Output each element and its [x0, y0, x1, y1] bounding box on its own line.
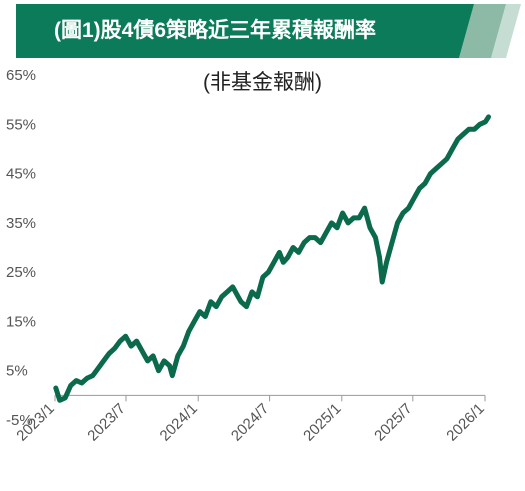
banner-stripe-mid: [459, 4, 506, 58]
y-tick-label: 15%: [6, 313, 36, 330]
series-line: [53, 114, 491, 403]
y-tick-label: 5%: [6, 363, 28, 380]
x-axis-ticks: 2023/1 2023/7 2024/1 2024/7 2025/1 2025/7 2026…: [13, 395, 488, 445]
y-tick-label: 25%: [6, 264, 36, 281]
y-tick-label: 65%: [6, 67, 36, 84]
x-tick-label: 2026/1: [443, 400, 487, 444]
chart-title: (圖1)股4債6策略近三年累積報酬率: [54, 19, 377, 42]
y-tick-label: 55%: [6, 116, 36, 133]
y-tick-label: -5%: [6, 412, 33, 429]
y-tick-label: 45%: [6, 166, 36, 183]
x-tick-label: 2025/1: [300, 400, 344, 444]
x-tick-label: 2023/7: [84, 400, 128, 444]
x-tick-label: 2025/7: [371, 400, 415, 444]
x-tick-label: 2024/1: [157, 400, 201, 444]
chart-subtitle: (非基金報酬): [203, 71, 322, 94]
title-banner-shape: [16, 4, 521, 58]
banner-stripe-light: [491, 4, 521, 58]
title-banner: (圖1)股4債6策略近三年累積報酬率: [16, 4, 521, 58]
banner-main: [16, 4, 474, 58]
y-axis-ticks: -5% 5% 15% 25% 35% 45% 55% 65%: [6, 67, 36, 429]
x-tick-label: 2024/7: [228, 400, 272, 444]
y-tick-label: 35%: [6, 215, 36, 232]
